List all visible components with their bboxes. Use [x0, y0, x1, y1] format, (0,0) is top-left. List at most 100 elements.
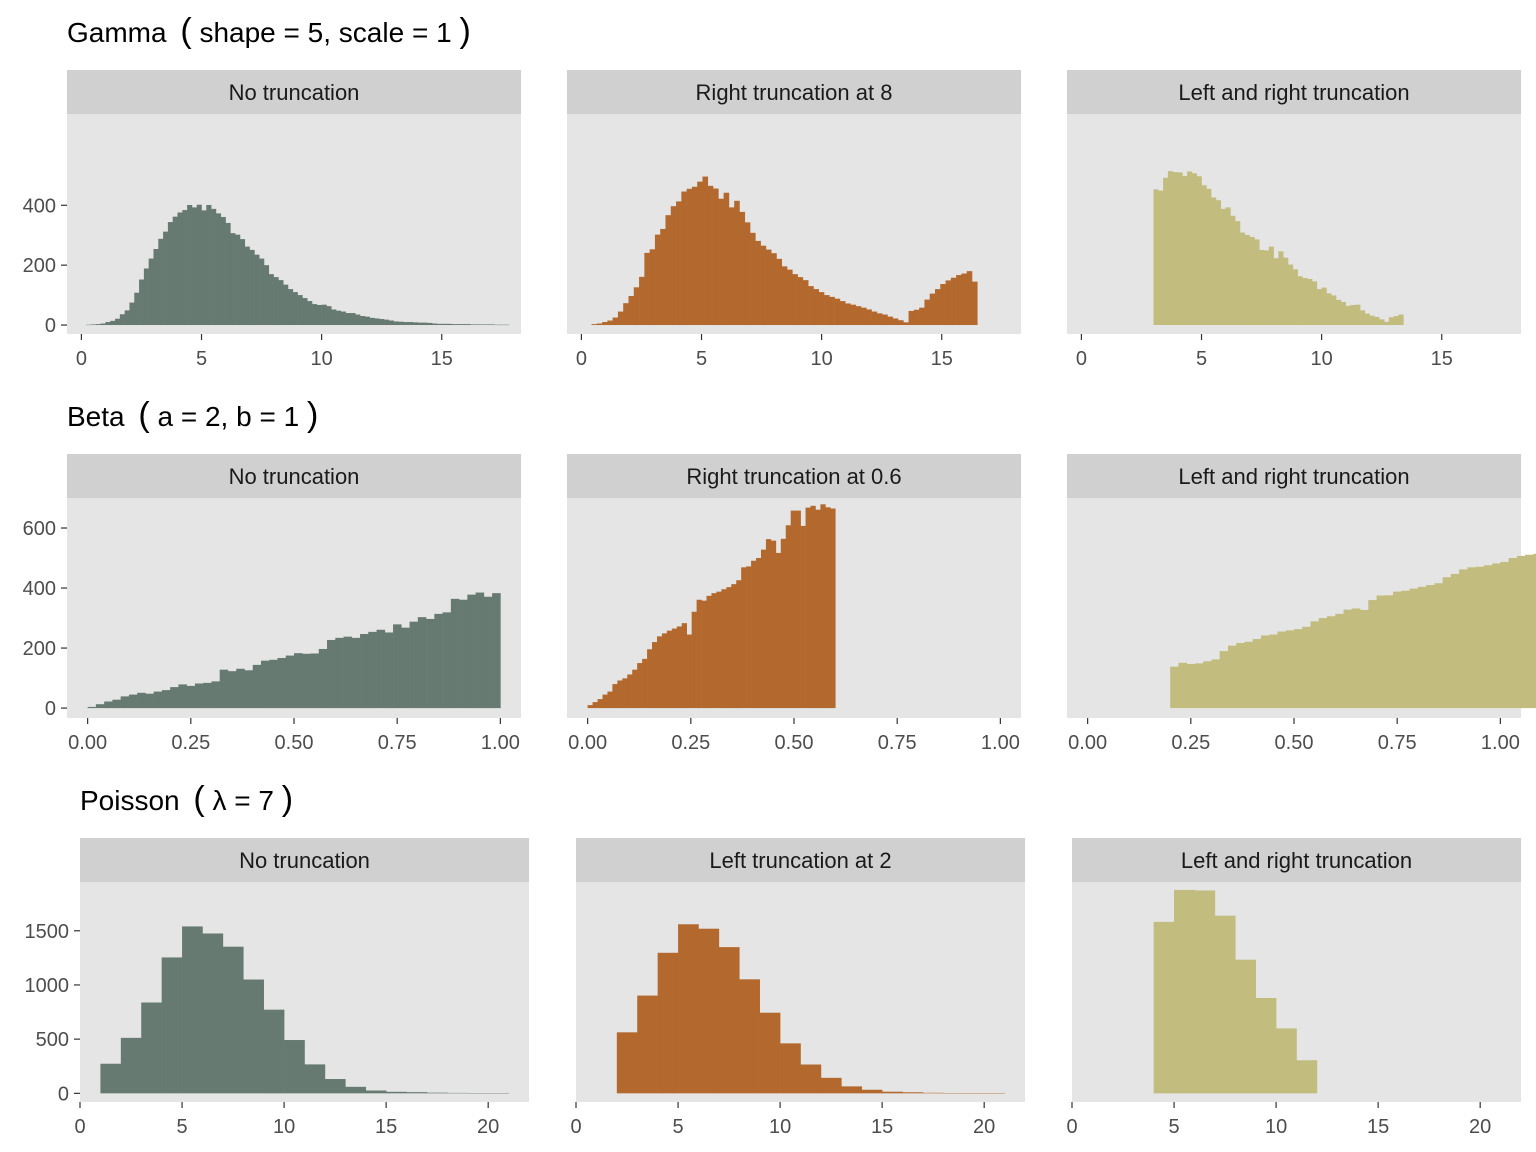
- histogram-bar: [765, 539, 772, 709]
- histogram-bar: [1163, 177, 1169, 326]
- histogram-bar: [191, 207, 198, 326]
- histogram-bar: [331, 309, 337, 326]
- histogram-bar: [203, 682, 212, 709]
- histogram-bar: [591, 324, 598, 326]
- histogram-bar: [820, 1077, 842, 1094]
- histogram-bar: [456, 324, 462, 326]
- histogram-bar: [922, 1092, 944, 1094]
- histogram-bar: [182, 926, 203, 1094]
- histogram-bar: [460, 324, 467, 326]
- histogram-bars: [1170, 553, 1536, 709]
- histogram-bar: [480, 324, 486, 326]
- histogram-bar: [436, 323, 443, 326]
- histogram-bar: [950, 277, 957, 326]
- histogram-bar: [718, 198, 724, 326]
- histogram-bar: [1368, 600, 1377, 709]
- histogram-bar: [1249, 237, 1255, 326]
- histogram-bar: [739, 979, 760, 1094]
- histogram-bar: [120, 696, 130, 709]
- histogram-bar: [167, 222, 173, 326]
- histogram-bar: [1350, 304, 1356, 326]
- histogram-bar: [616, 1032, 638, 1094]
- histogram-bars: [587, 504, 836, 709]
- histogram-bar: [489, 324, 495, 326]
- histogram-bar: [780, 538, 787, 709]
- histogram-bar: [1321, 287, 1327, 326]
- histogram-bar: [596, 323, 603, 326]
- histogram-bar: [639, 276, 645, 326]
- histogram-bar: [1450, 573, 1460, 709]
- histogram-bar: [475, 592, 485, 709]
- y-tick-label: 1500: [25, 921, 70, 943]
- x-tick-label: 0.00: [68, 732, 107, 754]
- histogram-bar: [607, 691, 613, 709]
- histogram-bar: [177, 212, 183, 326]
- row-title-params: shape = 5, scale = 1: [199, 17, 451, 48]
- histogram-bar: [741, 567, 747, 709]
- histogram-bar: [297, 295, 303, 326]
- facet-panel: Right truncation at 8 0 5 10 15: [567, 70, 1021, 370]
- histogram-bar: [225, 222, 231, 326]
- histogram-bar: [360, 316, 366, 326]
- histogram-bar: [1467, 567, 1476, 709]
- row-title-close-paren: ): [459, 12, 470, 50]
- histogram-bar: [408, 322, 414, 326]
- histogram-bar: [1244, 234, 1250, 326]
- histogram-bar: [637, 995, 658, 1094]
- histogram-bar: [755, 240, 761, 326]
- x-tick-label: 5: [176, 1116, 187, 1138]
- x-tick-label: 15: [375, 1116, 397, 1138]
- x-tick-label: 20: [973, 1116, 995, 1138]
- histogram-bar: [775, 552, 782, 709]
- histogram-bar: [756, 558, 762, 709]
- x-tick-label: 15: [1431, 348, 1453, 370]
- y-tick-label: 200: [23, 638, 56, 660]
- x-tick-label: 5: [672, 1116, 683, 1138]
- histogram-bar: [760, 245, 767, 326]
- histogram-bar: [665, 215, 672, 326]
- histogram-bar: [956, 275, 962, 326]
- histogram-bar: [206, 204, 212, 326]
- x-tick-label: 20: [477, 1116, 499, 1138]
- histogram-bar: [153, 248, 159, 326]
- histogram-bar: [269, 659, 278, 709]
- histogram-bar: [128, 694, 138, 709]
- histogram-bar: [607, 320, 613, 326]
- histogram-bar: [637, 663, 643, 709]
- histogram-bar: [158, 238, 164, 326]
- histogram-bar: [1201, 185, 1207, 326]
- histogram-bar: [153, 691, 163, 709]
- histogram-bar: [750, 232, 756, 326]
- x-tick-label: 10: [1265, 1116, 1287, 1138]
- x-tick-label: 1.00: [981, 732, 1020, 754]
- histogram-bar: [850, 304, 857, 326]
- histogram-bar: [302, 653, 311, 709]
- row-title-open-paren: (: [138, 396, 150, 434]
- histogram-bars: [1153, 889, 1318, 1094]
- histogram-bar: [770, 540, 777, 709]
- histogram-bar: [451, 324, 457, 326]
- histogram-bar: [780, 1043, 801, 1094]
- histogram-bar: [929, 293, 936, 326]
- y-tick-label: 200: [23, 255, 56, 277]
- histogram-bar: [649, 249, 656, 326]
- histogram-bar: [697, 181, 703, 326]
- histogram-bar: [244, 246, 250, 326]
- histogram-bar: [409, 621, 419, 709]
- histogram-bar: [632, 669, 638, 709]
- histogram-bar: [841, 1086, 863, 1094]
- histogram-bar: [795, 510, 801, 709]
- facet-strip: [576, 838, 1025, 882]
- histogram-bar: [412, 322, 418, 326]
- histogram-bar: [1283, 257, 1289, 326]
- histogram-bar: [441, 323, 447, 326]
- histogram-bar: [721, 589, 727, 709]
- histogram-bar: [1393, 316, 1399, 326]
- histogram-bar: [163, 231, 169, 326]
- histogram-bar: [145, 693, 154, 709]
- row-title-close-paren: ): [282, 780, 293, 818]
- x-tick-label: 0.75: [878, 732, 917, 754]
- histogram-bar: [691, 611, 697, 709]
- histogram-bar: [227, 671, 237, 709]
